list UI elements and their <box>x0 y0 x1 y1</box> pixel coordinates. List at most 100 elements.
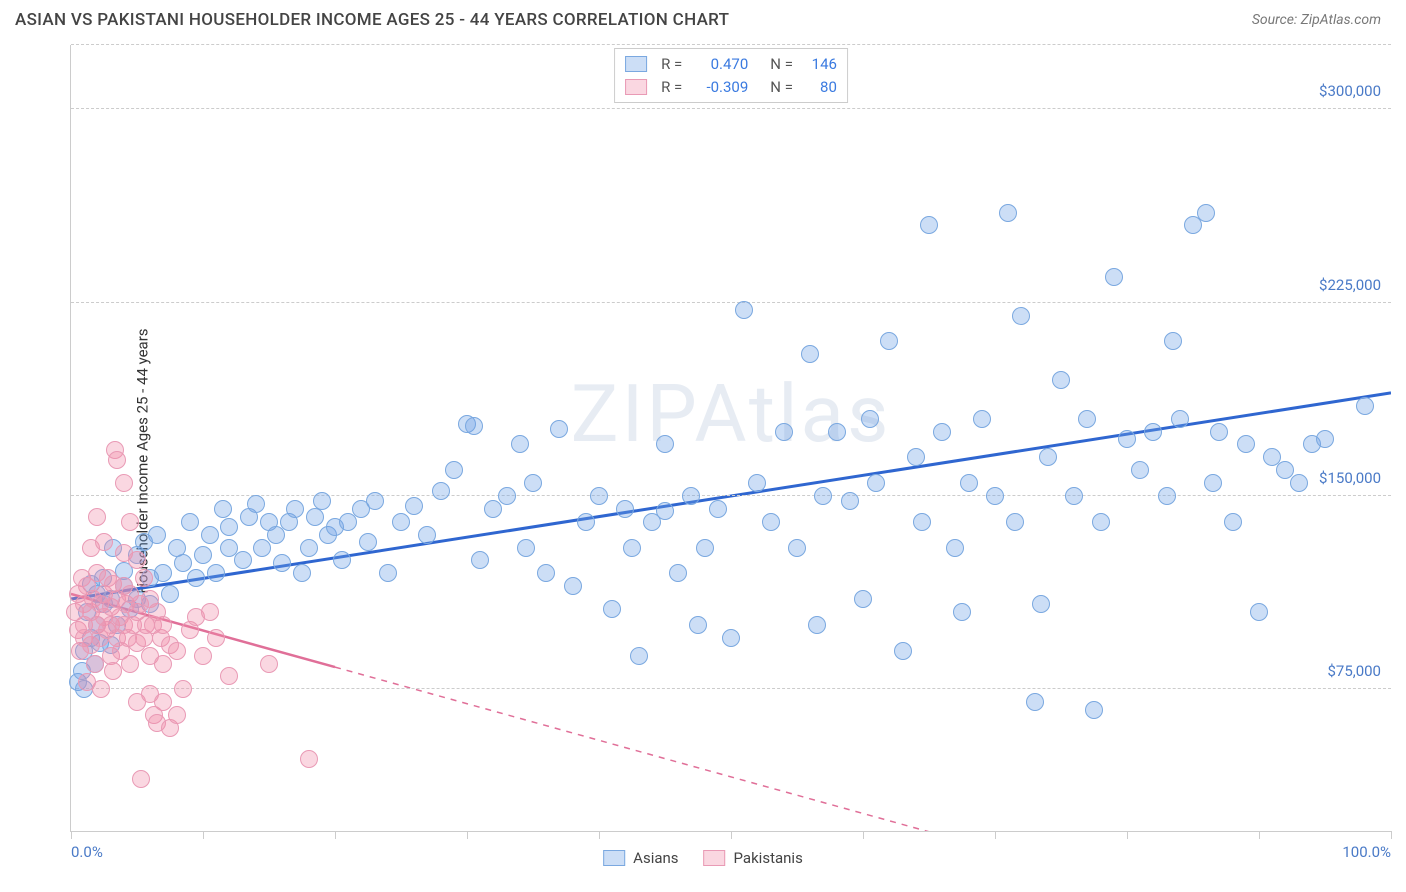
data-point <box>1118 430 1136 448</box>
data-point <box>1032 595 1050 613</box>
data-point <box>313 492 331 510</box>
data-point <box>880 332 898 350</box>
data-point <box>630 647 648 665</box>
data-point <box>933 423 951 441</box>
data-point <box>293 564 311 582</box>
data-point <box>656 502 674 520</box>
data-point <box>1092 513 1110 531</box>
stats-row: R =0.470N =146 <box>625 53 837 76</box>
data-point <box>828 423 846 441</box>
data-point <box>577 513 595 531</box>
chart-area: Householder Income Ages 25 - 44 years ZI… <box>15 45 1391 877</box>
data-point <box>234 551 252 569</box>
data-point <box>128 551 146 569</box>
data-point <box>920 216 938 234</box>
legend: AsiansPakistanis <box>603 849 803 867</box>
stat-n-value: 146 <box>801 53 837 76</box>
data-point <box>689 616 707 634</box>
x-tick <box>335 831 336 839</box>
plot-area: ZIPAtlas R =0.470N =146R =-0.309N =80 0.… <box>70 45 1391 832</box>
data-point <box>207 564 225 582</box>
data-point <box>168 642 186 660</box>
data-point <box>174 554 192 572</box>
data-point <box>709 500 727 518</box>
data-point <box>220 518 238 536</box>
data-point <box>201 603 219 621</box>
data-point <box>1158 487 1176 505</box>
data-point <box>194 546 212 564</box>
data-point <box>92 680 110 698</box>
stat-r-value: -0.309 <box>690 76 748 99</box>
y-tick-label: $150,000 <box>1319 469 1381 487</box>
data-point <box>590 487 608 505</box>
data-point <box>986 487 1004 505</box>
data-point <box>445 461 463 479</box>
data-point <box>1316 430 1334 448</box>
gridline-h <box>71 688 1391 689</box>
data-point <box>1131 461 1149 479</box>
data-point <box>498 487 516 505</box>
data-point <box>379 564 397 582</box>
data-point <box>359 533 377 551</box>
data-point <box>306 508 324 526</box>
data-point <box>1144 423 1162 441</box>
data-point <box>1164 332 1182 350</box>
data-point <box>696 539 714 557</box>
data-point <box>471 551 489 569</box>
data-point <box>841 492 859 510</box>
stat-r-value: 0.470 <box>690 53 748 76</box>
data-point <box>616 500 634 518</box>
data-point <box>392 513 410 531</box>
data-point <box>953 603 971 621</box>
trend-lines <box>71 45 1391 831</box>
data-point <box>894 642 912 660</box>
y-tick-label: $225,000 <box>1319 276 1381 294</box>
data-point <box>108 451 126 469</box>
x-tick <box>1391 831 1392 839</box>
data-point <box>1210 423 1228 441</box>
data-point <box>854 590 872 608</box>
data-point <box>1078 410 1096 428</box>
data-point <box>999 204 1017 222</box>
data-point <box>814 487 832 505</box>
data-point <box>207 629 225 647</box>
legend-swatch <box>625 79 647 95</box>
data-point <box>418 526 436 544</box>
data-point <box>808 616 826 634</box>
data-point <box>333 551 351 569</box>
data-point <box>1237 435 1255 453</box>
data-point <box>537 564 555 582</box>
data-point <box>1356 397 1374 415</box>
data-point <box>517 539 535 557</box>
data-point <box>194 647 212 665</box>
data-point <box>132 770 150 788</box>
stat-n-label: N = <box>770 76 793 99</box>
stat-n-label: N = <box>770 53 793 76</box>
data-point <box>1171 410 1189 428</box>
data-point <box>366 492 384 510</box>
data-point <box>168 706 186 724</box>
legend-item: Asians <box>603 849 678 867</box>
data-point <box>913 513 931 531</box>
data-point <box>1224 513 1242 531</box>
data-point <box>220 667 238 685</box>
data-point <box>121 513 139 531</box>
data-point <box>564 577 582 595</box>
chart-title: ASIAN VS PAKISTANI HOUSEHOLDER INCOME AG… <box>15 10 729 30</box>
data-point <box>1012 307 1030 325</box>
legend-label: Asians <box>633 849 678 867</box>
x-axis-max-label: 100.0% <box>1342 843 1391 861</box>
y-tick-label: $300,000 <box>1319 82 1381 100</box>
correlation-stats-box: R =0.470N =146R =-0.309N =80 <box>614 48 848 103</box>
gridline-h <box>71 302 1391 303</box>
y-tick-label: $75,000 <box>1327 662 1381 680</box>
data-point <box>907 448 925 466</box>
data-point <box>154 564 172 582</box>
data-point <box>247 495 265 513</box>
data-point <box>550 420 568 438</box>
data-point <box>95 533 113 551</box>
data-point <box>286 500 304 518</box>
gridline-h <box>71 495 1391 496</box>
data-point <box>135 569 153 587</box>
stats-row: R =-0.309N =80 <box>625 76 837 99</box>
